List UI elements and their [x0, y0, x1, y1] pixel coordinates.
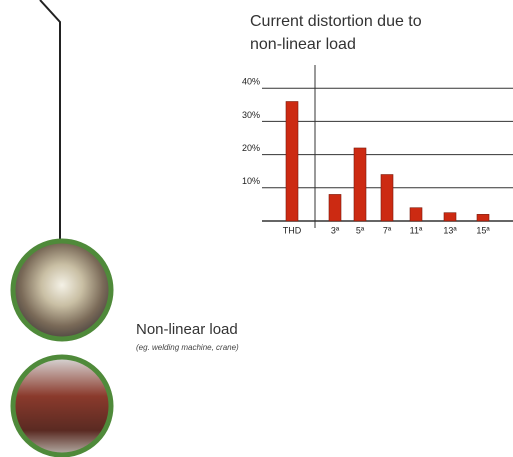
x-tick-label: 15ª	[476, 225, 490, 235]
bar	[285, 101, 299, 222]
connector	[39, 0, 61, 245]
x-tick-label: 7ª	[383, 225, 392, 235]
crane-photo	[10, 354, 114, 457]
x-tick-label: 5ª	[356, 225, 365, 235]
bar	[409, 207, 423, 222]
x-tick-label: 3ª	[331, 225, 340, 235]
bar	[328, 194, 342, 222]
y-tick-label: 30%	[242, 110, 260, 120]
bar	[353, 147, 367, 222]
load-title: Non-linear load	[136, 321, 238, 338]
x-tick-label: 11ª	[410, 225, 423, 235]
y-tick-label: 40%	[242, 77, 260, 87]
x-tick-label: THD	[283, 225, 302, 235]
y-tick-label: 20%	[242, 143, 260, 153]
welding-photo	[10, 238, 114, 342]
bar	[380, 174, 394, 222]
bar	[443, 212, 457, 222]
y-tick-label: 10%	[242, 176, 260, 186]
bar	[476, 214, 490, 222]
x-tick-label: 13ª	[443, 225, 457, 235]
chart-title: Current distortion due to non-linear loa…	[250, 13, 422, 53]
load-subtitle: (eg. welding machine, crane)	[136, 343, 239, 352]
